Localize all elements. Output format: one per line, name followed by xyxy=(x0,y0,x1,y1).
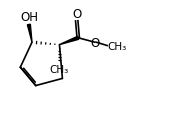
Text: O: O xyxy=(72,8,81,21)
Text: O: O xyxy=(90,36,100,49)
Text: CH₃: CH₃ xyxy=(50,64,69,74)
Text: OH: OH xyxy=(21,11,39,24)
Polygon shape xyxy=(60,37,79,45)
Polygon shape xyxy=(27,25,32,43)
Text: CH₃: CH₃ xyxy=(108,41,127,51)
